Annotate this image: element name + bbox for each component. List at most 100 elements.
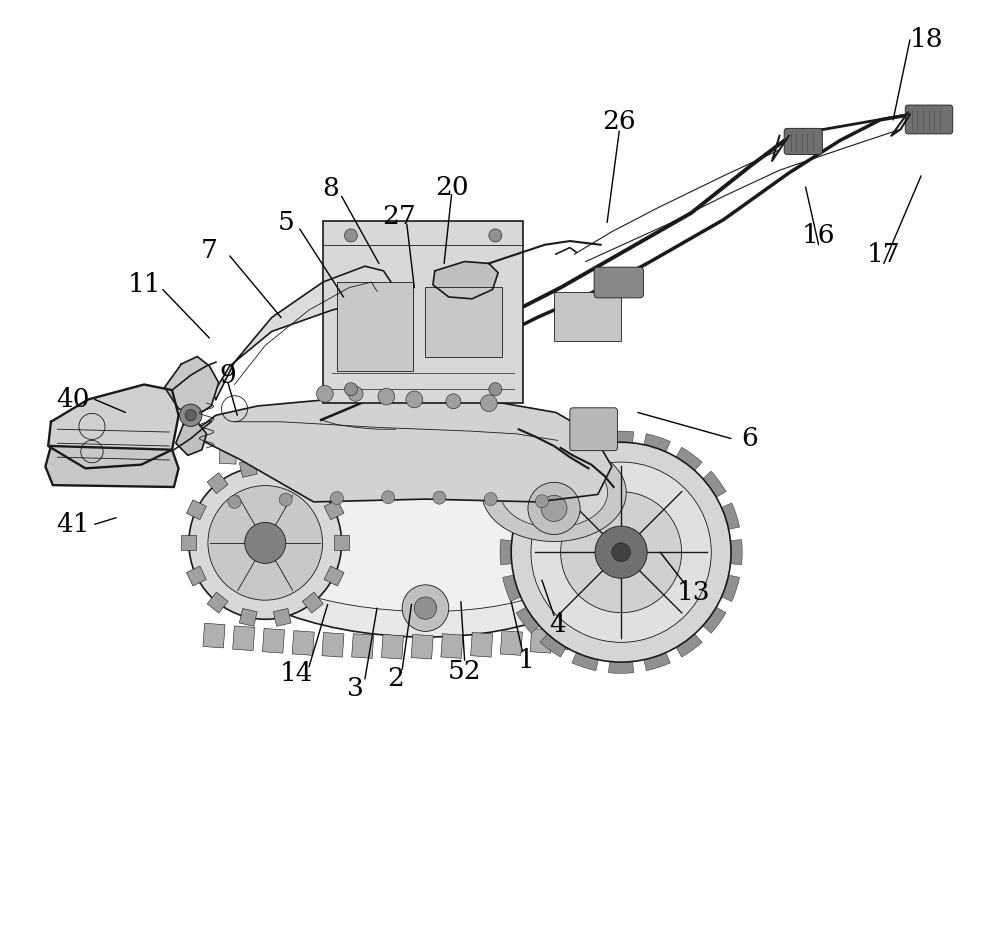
Bar — [590, 623, 612, 648]
Circle shape — [541, 495, 567, 522]
Bar — [273, 459, 291, 478]
Bar — [337, 282, 413, 370]
Wedge shape — [621, 503, 740, 552]
Circle shape — [330, 492, 343, 505]
Circle shape — [378, 388, 395, 405]
Wedge shape — [572, 552, 621, 671]
Circle shape — [208, 485, 323, 600]
FancyBboxPatch shape — [570, 408, 617, 451]
Bar — [560, 626, 582, 650]
Bar — [530, 629, 552, 653]
Wedge shape — [621, 539, 742, 564]
Polygon shape — [45, 446, 179, 487]
Bar — [537, 444, 554, 462]
Circle shape — [245, 522, 286, 564]
Circle shape — [402, 585, 449, 632]
Wedge shape — [516, 552, 621, 634]
Wedge shape — [621, 434, 670, 552]
Bar — [262, 629, 285, 653]
Wedge shape — [540, 552, 621, 657]
Bar — [219, 447, 237, 464]
Text: 13: 13 — [677, 579, 711, 605]
Ellipse shape — [230, 480, 584, 611]
Bar — [207, 473, 228, 494]
Circle shape — [344, 229, 357, 242]
Bar — [410, 438, 427, 455]
Circle shape — [595, 526, 647, 578]
Circle shape — [228, 495, 241, 508]
Text: 41: 41 — [57, 512, 90, 536]
Ellipse shape — [202, 454, 612, 637]
Circle shape — [414, 597, 437, 620]
Text: 2: 2 — [387, 666, 404, 691]
Circle shape — [344, 383, 357, 396]
Bar — [381, 634, 403, 659]
Bar — [181, 536, 196, 550]
Bar — [554, 292, 621, 341]
Polygon shape — [176, 422, 207, 455]
Bar — [239, 608, 257, 626]
Bar — [425, 286, 502, 356]
Circle shape — [612, 543, 630, 562]
Bar — [239, 459, 257, 478]
Bar — [302, 473, 323, 494]
Bar — [324, 566, 344, 586]
Bar — [186, 500, 206, 520]
Circle shape — [531, 462, 711, 642]
Circle shape — [561, 492, 682, 613]
Wedge shape — [621, 552, 702, 657]
Bar — [283, 441, 300, 459]
Circle shape — [511, 442, 731, 662]
Polygon shape — [48, 384, 179, 468]
Text: 52: 52 — [448, 659, 481, 684]
Wedge shape — [516, 471, 621, 552]
Ellipse shape — [482, 444, 626, 541]
Bar — [352, 634, 374, 659]
Wedge shape — [500, 539, 621, 564]
Bar — [233, 626, 255, 650]
Text: 40: 40 — [57, 387, 90, 412]
Text: 3: 3 — [347, 675, 364, 701]
Circle shape — [484, 493, 497, 506]
Circle shape — [279, 494, 292, 507]
Bar — [207, 592, 228, 613]
Bar — [505, 441, 523, 459]
Circle shape — [528, 482, 580, 535]
Circle shape — [480, 395, 497, 411]
Text: 4: 4 — [549, 612, 566, 637]
FancyBboxPatch shape — [594, 267, 643, 298]
Text: 16: 16 — [802, 223, 835, 248]
Bar — [471, 633, 493, 657]
Bar — [323, 221, 523, 403]
Circle shape — [189, 466, 342, 620]
Text: 9: 9 — [220, 363, 236, 388]
Wedge shape — [503, 552, 621, 602]
Bar — [441, 438, 459, 455]
Text: 17: 17 — [867, 242, 901, 267]
Circle shape — [489, 229, 502, 242]
Text: 20: 20 — [435, 174, 468, 200]
Text: 1: 1 — [518, 648, 534, 673]
Text: 8: 8 — [322, 176, 339, 202]
Wedge shape — [621, 447, 702, 552]
Text: 5: 5 — [277, 210, 294, 235]
Wedge shape — [503, 503, 621, 552]
Bar — [203, 623, 225, 648]
Text: 6: 6 — [741, 426, 758, 451]
Circle shape — [535, 494, 548, 508]
Circle shape — [382, 491, 395, 504]
Bar — [273, 608, 291, 626]
Wedge shape — [608, 552, 634, 674]
Bar — [251, 444, 269, 462]
Wedge shape — [621, 471, 726, 552]
Text: 7: 7 — [201, 238, 218, 263]
Wedge shape — [621, 552, 740, 602]
Wedge shape — [572, 434, 621, 552]
Polygon shape — [433, 261, 498, 299]
Bar — [378, 438, 396, 455]
Bar — [302, 592, 323, 613]
Polygon shape — [197, 397, 612, 502]
Bar — [292, 631, 314, 655]
Bar — [322, 633, 344, 657]
Bar — [441, 634, 463, 659]
